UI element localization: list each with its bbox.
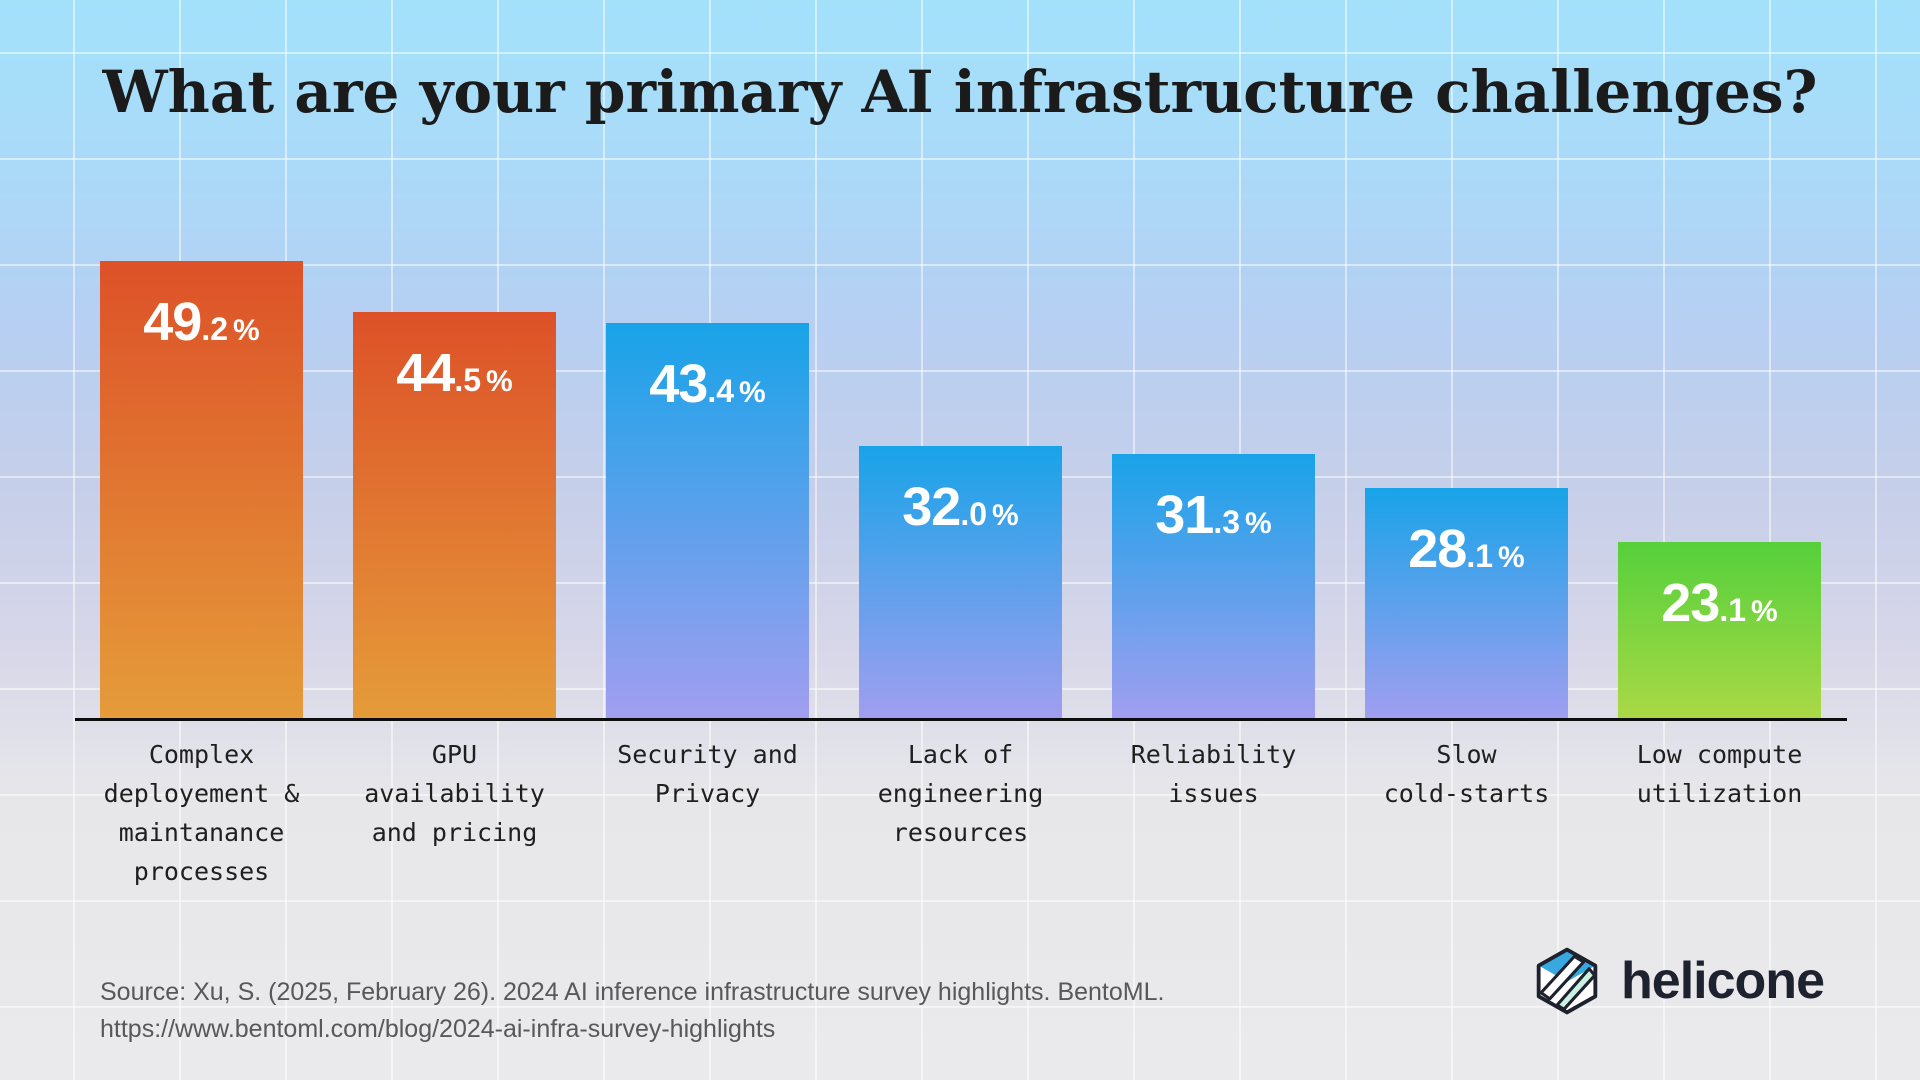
bar-5: 31.3% [1112,454,1315,720]
value-integer: 43 [649,354,708,414]
bar-value-label: 43.4% [606,353,809,415]
bar-4: 32.0% [859,446,1062,720]
value-integer: 44 [396,343,455,403]
value-percent-sign: % [739,376,766,409]
value-integer: 28 [1408,519,1467,579]
x-axis-line [75,718,1847,721]
value-decimal: .2 [201,311,229,347]
value-percent-sign: % [992,499,1019,532]
bar-6: 28.1% [1365,488,1568,720]
category-label-6: Slow cold-starts [1383,740,1550,808]
source-url: https://www.bentoml.com/blog/2024-ai-inf… [100,1015,776,1043]
value-decimal: .0 [960,496,988,532]
chart-title: What are your primary AI infrastructure … [102,58,1818,126]
bar-3: 43.4% [606,323,809,720]
source-text: Source: Xu, S. (2025, February 26). 2024… [100,978,1165,1006]
category-label-4: Lack of engineering resources [877,740,1044,847]
bar-value-label: 44.5% [353,342,556,404]
category-label-2: GPU availability and pricing [364,740,545,847]
bar-value-label: 31.3% [1112,484,1315,546]
bar-2: 44.5% [353,312,556,720]
bar-value-label: 32.0% [859,476,1062,538]
bar-value-label: 23.1% [1618,572,1821,634]
category-label-3: Security and Privacy [617,740,798,808]
value-percent-sign: % [486,365,513,398]
bar-1: 49.2% [100,261,303,720]
bar-value-label: 28.1% [1365,518,1568,580]
helicone-wordmark: helicone [1621,952,1825,1010]
bar-7: 23.1% [1618,542,1821,720]
value-integer: 23 [1661,573,1720,633]
category-label-1: Complex deployement & maintanance proces… [103,740,300,886]
source-citation: Source: Xu, S. (2025, February 26). 2024… [100,974,1164,1048]
value-percent-sign: % [1498,541,1525,574]
bar-value-label: 49.2% [100,291,303,353]
category-label-5: Reliability issues [1130,740,1297,808]
value-decimal: .1 [1466,538,1494,574]
value-integer: 31 [1155,485,1214,545]
value-percent-sign: % [1245,507,1272,540]
category-label-7: Low compute utilization [1636,740,1803,808]
value-decimal: .1 [1719,592,1747,628]
value-percent-sign: % [233,314,260,347]
value-integer: 49 [143,292,202,352]
value-decimal: .4 [707,373,735,409]
value-decimal: .5 [454,362,482,398]
value-percent-sign: % [1751,595,1778,628]
helicone-logo: helicone [1535,944,1825,1018]
value-integer: 32 [902,477,961,537]
value-decimal: .3 [1213,504,1241,540]
helicone-cube-icon [1536,947,1598,1015]
